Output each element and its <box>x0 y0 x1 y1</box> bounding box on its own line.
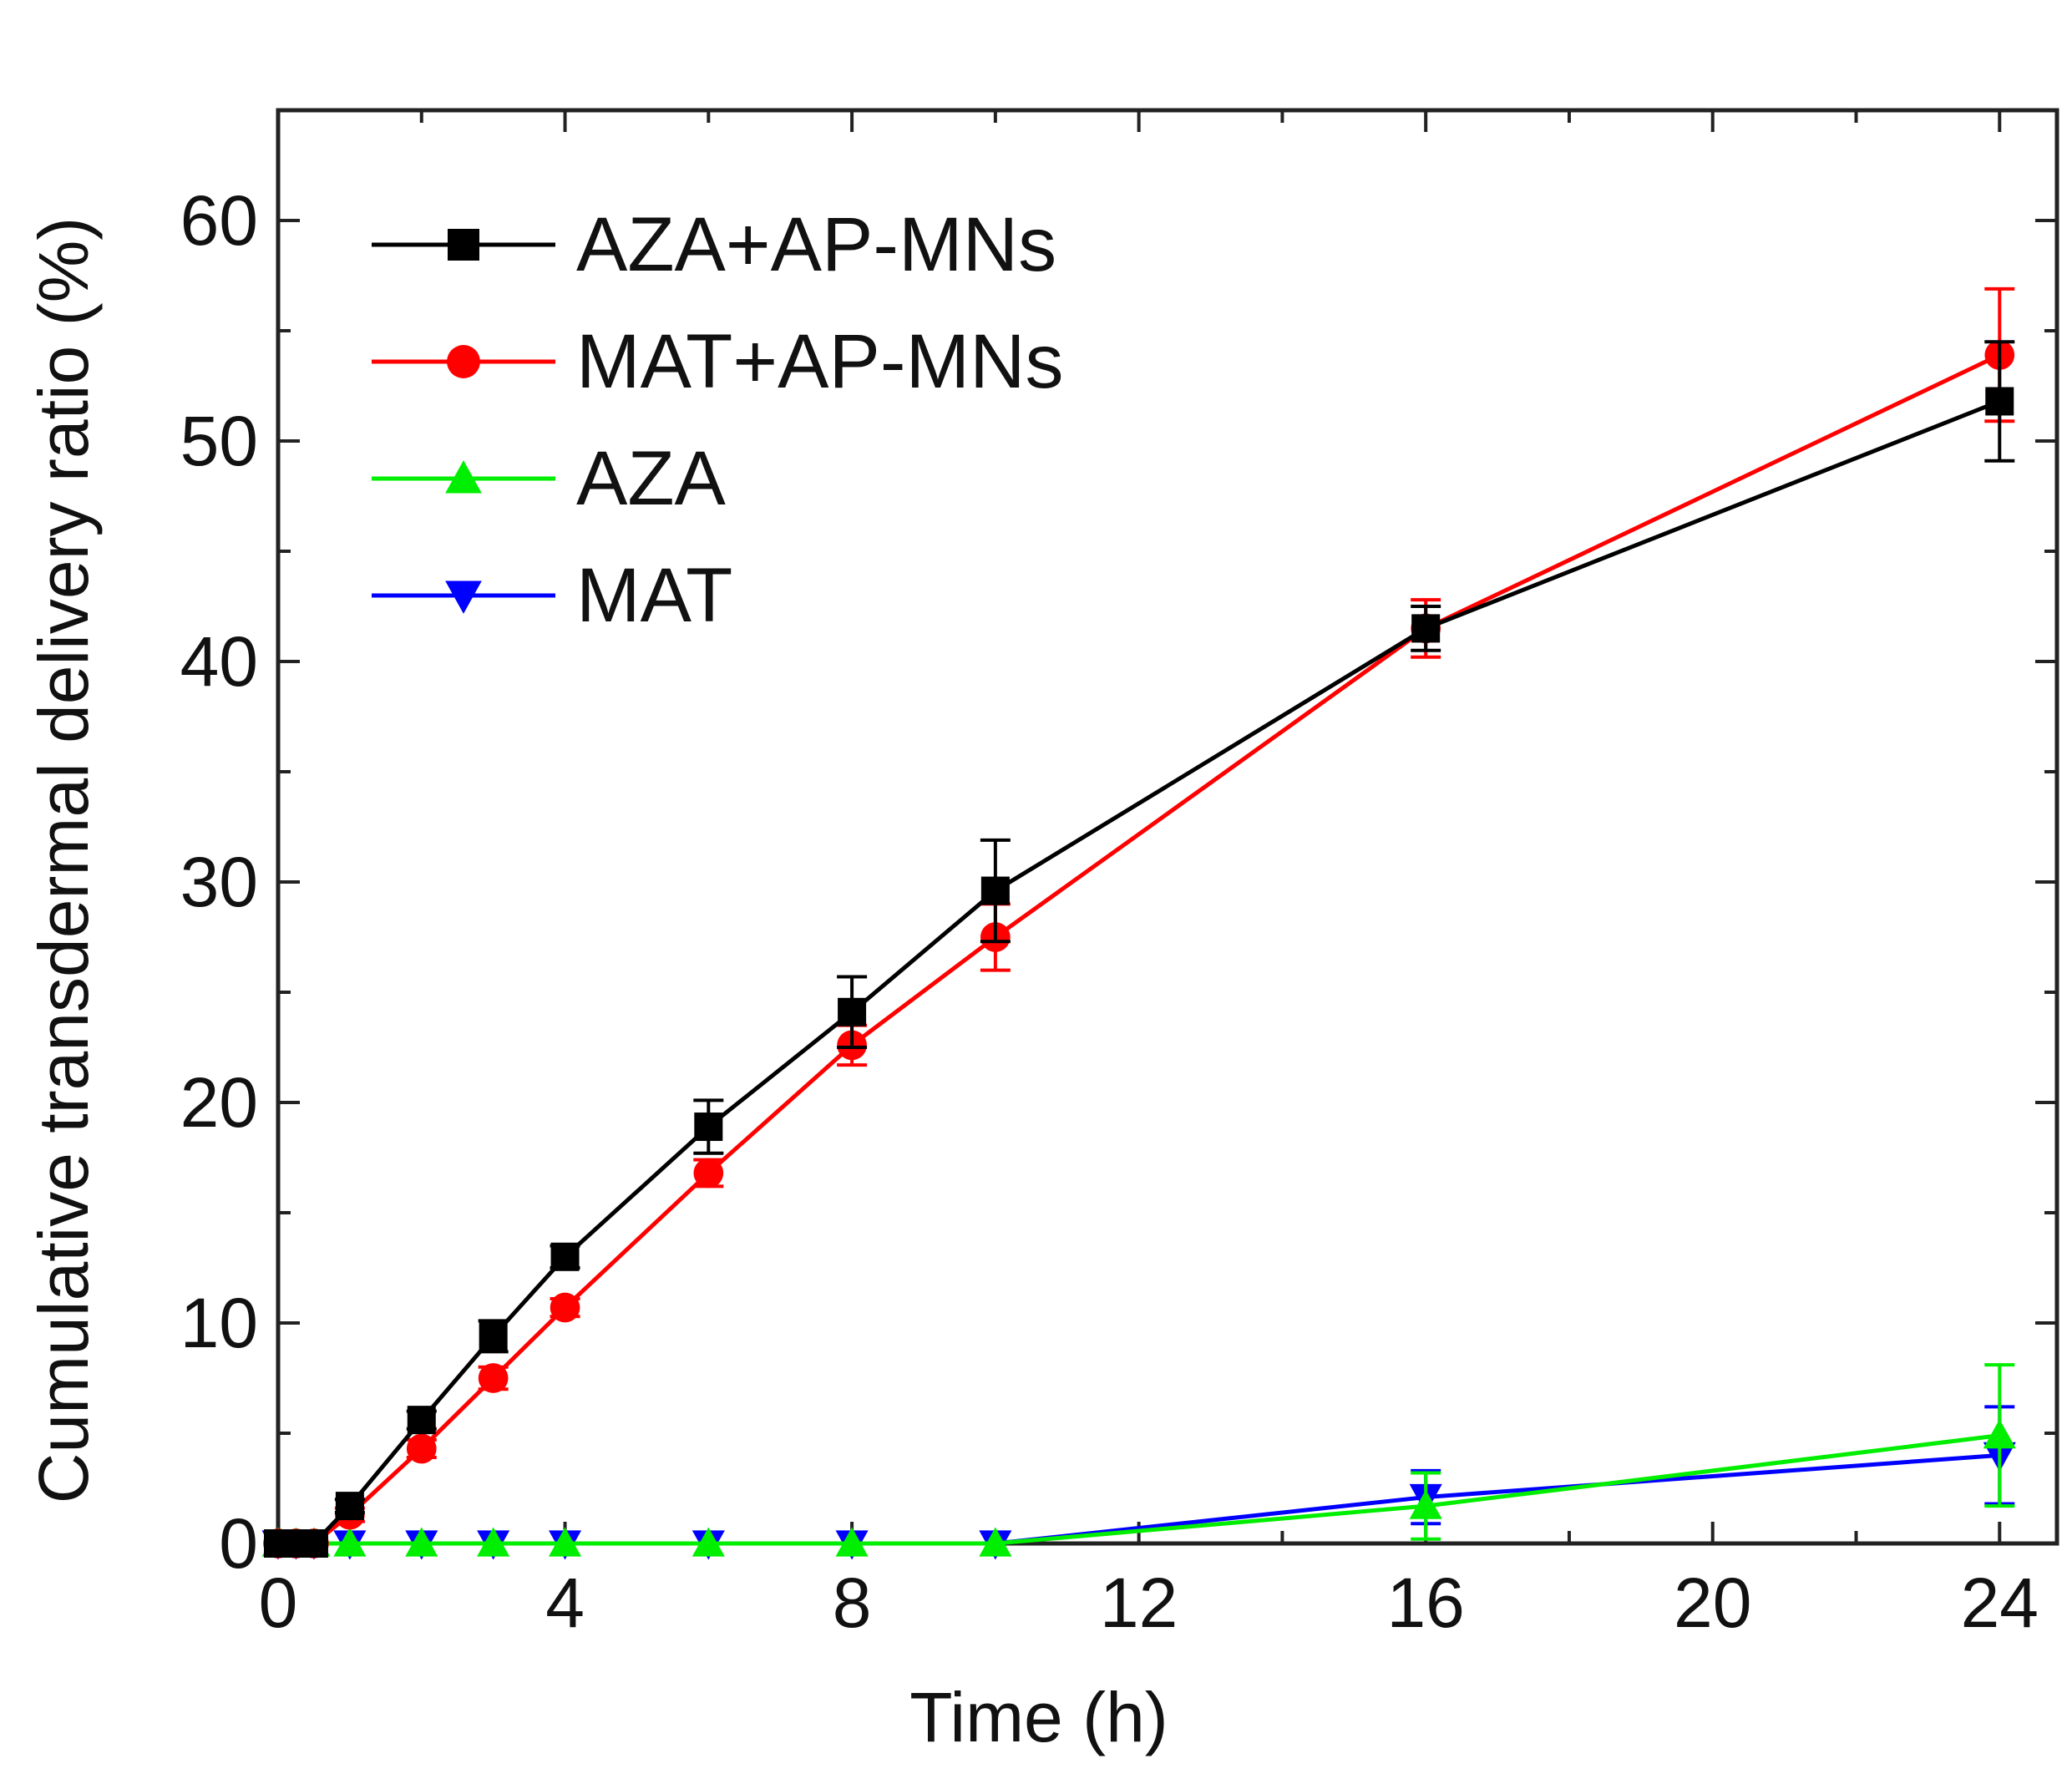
y-tick-label: 0 <box>219 1504 258 1583</box>
data-point <box>980 876 1010 905</box>
series-line <box>278 399 2001 1546</box>
legend-item: AZA <box>372 436 727 521</box>
y-tick-label: 60 <box>180 181 258 260</box>
series-aza-ap-mns <box>264 340 2015 1558</box>
y-axis-title: Cumulative transdermal delivery ratio (%… <box>24 217 103 1504</box>
data-point <box>1983 1419 2016 1449</box>
x-tick-label: 12 <box>1100 1564 1178 1642</box>
y-tick-label: 50 <box>180 402 258 480</box>
data-point <box>548 1527 582 1557</box>
x-tick-label: 8 <box>833 1564 872 1642</box>
plot-frame <box>276 108 2059 1546</box>
legend-label: AZA <box>576 436 727 521</box>
data-point <box>550 1242 580 1271</box>
legend-marker <box>445 580 482 614</box>
y-tick-label: 10 <box>180 1284 258 1362</box>
data-point <box>1985 387 2014 416</box>
data-point <box>405 1527 438 1557</box>
x-tick-label: 24 <box>1961 1564 2039 1642</box>
legend-marker <box>445 460 482 494</box>
legend-item: AZA+AP-MNs <box>372 202 1056 287</box>
y-tick-label: 40 <box>180 622 258 701</box>
data-point <box>979 1527 1012 1557</box>
legend-label: MAT <box>576 553 732 638</box>
data-point <box>335 1492 364 1521</box>
data-point <box>694 1113 723 1142</box>
x-axis-title: Time (h) <box>909 1678 1168 1756</box>
data-point <box>406 1433 437 1464</box>
data-point <box>407 1406 436 1435</box>
x-tick-label: 16 <box>1386 1564 1464 1642</box>
data-point <box>692 1527 725 1557</box>
data-point <box>478 1363 509 1393</box>
data-point <box>333 1527 367 1557</box>
data-point <box>838 997 867 1026</box>
legend-item: MAT <box>372 553 732 638</box>
data-point <box>1409 1489 1442 1519</box>
series-line <box>278 352 2001 1546</box>
legend-item: MAT+AP-MNs <box>372 319 1064 404</box>
legend-marker <box>448 229 479 261</box>
x-tick-label: 0 <box>259 1564 298 1642</box>
y-tick-label: 20 <box>180 1063 258 1142</box>
data-point <box>477 1527 510 1557</box>
data-point <box>479 1321 508 1351</box>
legend-label: MAT+AP-MNs <box>576 319 1064 404</box>
y-tick-label: 30 <box>180 843 258 921</box>
data-point <box>550 1292 580 1323</box>
x-tick-label: 4 <box>545 1564 585 1642</box>
data-point <box>835 1527 869 1557</box>
data-point <box>1411 614 1441 643</box>
x-tick-label: 20 <box>1674 1564 1751 1642</box>
legend: AZA+AP-MNs MAT+AP-MNs AZA MAT <box>372 202 1064 638</box>
legend-label: AZA+AP-MNs <box>576 202 1056 287</box>
data-point <box>299 1529 328 1558</box>
legend-marker <box>447 345 480 378</box>
data-point <box>693 1158 724 1189</box>
